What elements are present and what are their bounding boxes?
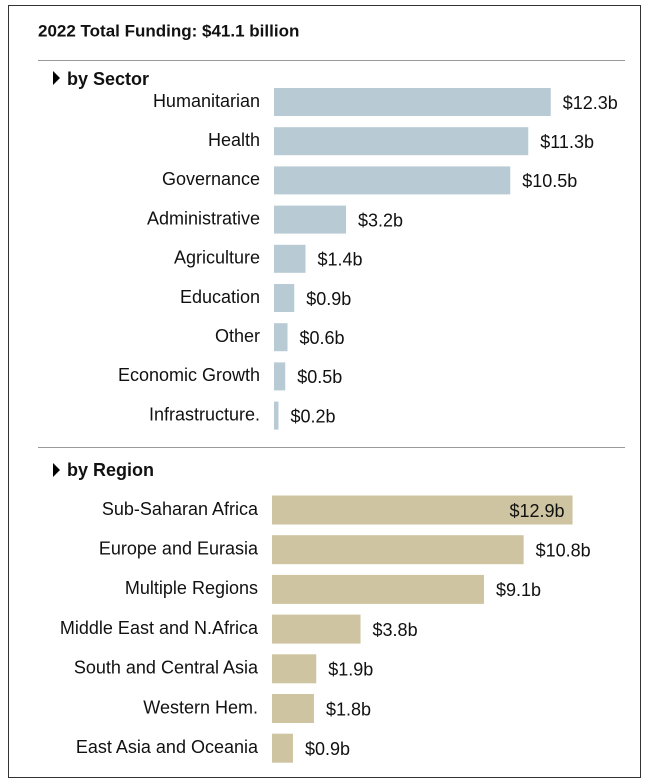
bar bbox=[272, 614, 361, 644]
category-label: Western Hem. bbox=[143, 697, 258, 717]
section-title: by Sector bbox=[67, 69, 149, 89]
category-label: Agriculture bbox=[174, 248, 260, 268]
value-label: $12.3b bbox=[563, 93, 618, 113]
value-label: $11.3b bbox=[540, 132, 594, 152]
value-label: $10.5b bbox=[522, 171, 577, 191]
value-label: $10.8b bbox=[536, 540, 591, 560]
category-label: Economic Growth bbox=[118, 365, 260, 385]
category-label: Health bbox=[208, 130, 260, 150]
bar bbox=[274, 205, 346, 234]
category-label: Other bbox=[215, 326, 260, 346]
bar bbox=[274, 323, 288, 352]
category-label: East Asia and Oceania bbox=[76, 737, 259, 757]
category-label: Middle East and N.Africa bbox=[60, 618, 259, 638]
bar bbox=[274, 401, 279, 430]
bar bbox=[274, 284, 295, 312]
value-label: $0.2b bbox=[291, 406, 336, 426]
bar bbox=[272, 694, 314, 723]
marker bbox=[53, 71, 60, 85]
bar bbox=[274, 362, 286, 391]
bar bbox=[274, 244, 306, 273]
category-label: Administrative bbox=[147, 208, 260, 228]
category-label: Infrastructure. bbox=[149, 404, 260, 424]
value-label: $0.9b bbox=[305, 739, 350, 759]
marker bbox=[53, 463, 60, 477]
bar bbox=[274, 166, 511, 195]
value-label: $0.9b bbox=[306, 289, 351, 309]
value-label: $3.2b bbox=[358, 210, 403, 230]
category-label: Humanitarian bbox=[153, 91, 260, 111]
bar bbox=[272, 495, 573, 525]
value-label: $1.4b bbox=[318, 250, 363, 270]
bar bbox=[272, 654, 317, 684]
section-title: by Region bbox=[67, 460, 154, 480]
bar bbox=[272, 535, 524, 565]
value-label: $3.8b bbox=[373, 620, 418, 640]
value-label: $1.8b bbox=[326, 699, 371, 719]
value-label: $0.5b bbox=[297, 367, 342, 387]
bar bbox=[274, 88, 551, 116]
category-label: Multiple Regions bbox=[125, 578, 258, 598]
bar bbox=[274, 127, 529, 156]
chart-title: 2022 Total Funding: $41.1 billion bbox=[38, 21, 299, 40]
category-label: Europe and Eurasia bbox=[99, 538, 259, 558]
value-label: $1.9b bbox=[328, 660, 373, 680]
category-label: Sub-Saharan Africa bbox=[102, 499, 259, 519]
value-label: $9.1b bbox=[496, 580, 541, 600]
bar bbox=[272, 733, 293, 763]
bar bbox=[272, 574, 485, 604]
category-label: Education bbox=[180, 287, 260, 307]
category-label: Governance bbox=[162, 169, 260, 189]
category-label: South and Central Asia bbox=[74, 658, 259, 678]
value-label: $0.6b bbox=[300, 328, 345, 348]
value-label: $12.9b bbox=[510, 501, 565, 521]
